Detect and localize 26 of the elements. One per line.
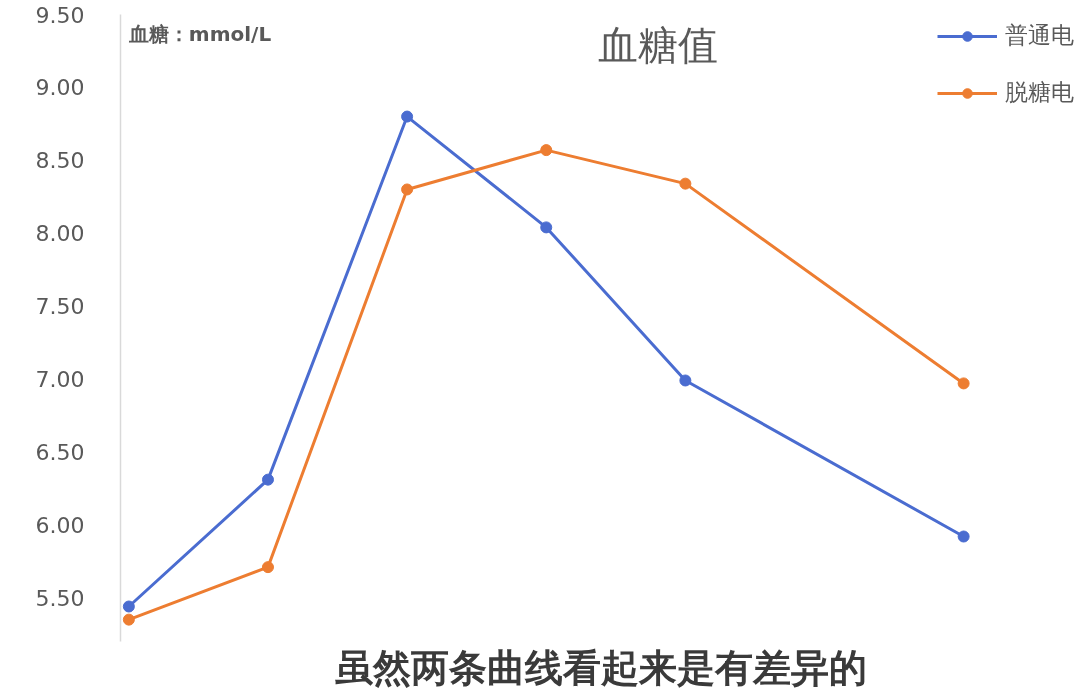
legend-label: 普通电 <box>1005 21 1074 50</box>
legend-label: 脱糖电 <box>1005 78 1074 107</box>
point <box>957 377 970 390</box>
point <box>679 374 692 387</box>
point <box>401 110 414 123</box>
text: 虽然两条曲线看起来是有差异的 <box>333 645 867 690</box>
y-tick-label: 9.00 <box>35 75 85 101</box>
point <box>401 183 414 196</box>
point <box>261 561 274 574</box>
point <box>261 473 274 486</box>
y-tick-label: 5.50 <box>35 585 85 611</box>
point <box>122 613 135 626</box>
y-tick-label: 8.00 <box>35 221 85 247</box>
point <box>540 144 553 157</box>
y-tick-label: 8.50 <box>35 148 85 174</box>
y-tick-label: 7.50 <box>35 294 85 320</box>
y-tick-label: 6.50 <box>35 439 85 465</box>
point <box>540 221 553 234</box>
point <box>679 177 692 190</box>
chart-title: 血糖值 <box>598 21 719 68</box>
y-tick-label: 7.00 <box>35 367 85 393</box>
y-tick-label: 9.50 <box>35 2 85 28</box>
y-axis-title: 血糖：mmol/L <box>127 21 272 46</box>
point <box>122 600 135 613</box>
y-tick-label: 6.00 <box>35 512 85 538</box>
point <box>957 530 970 543</box>
